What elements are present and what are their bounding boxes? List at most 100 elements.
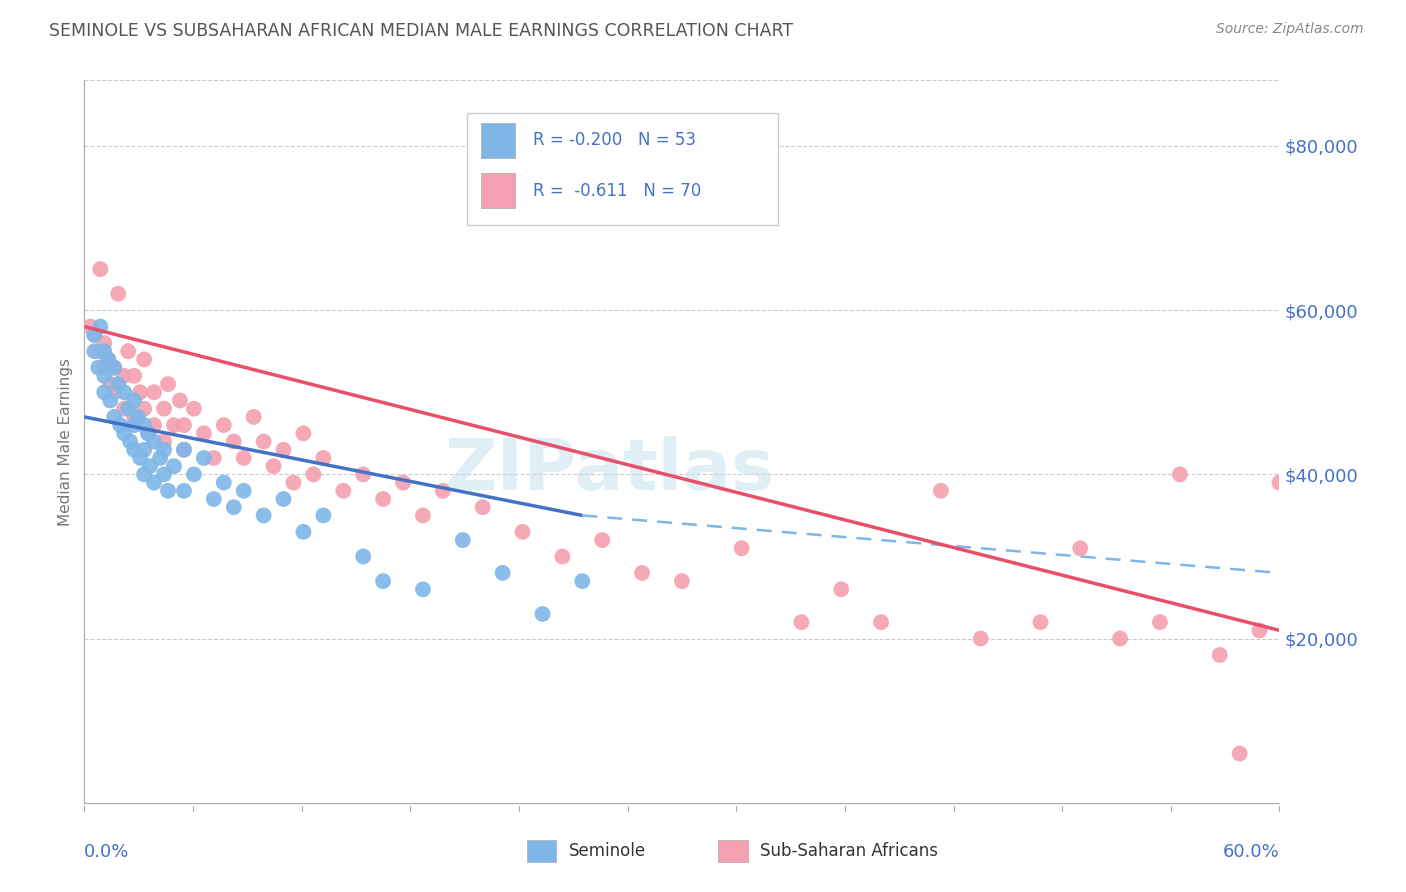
Point [117, 344, 139, 359]
Point [373, 574, 395, 588]
Point [122, 393, 145, 408]
Point [212, 418, 235, 433]
Point [1209, 648, 1232, 662]
Point [79, 319, 101, 334]
Point [512, 524, 534, 539]
Point [120, 434, 142, 449]
Text: Sub-Saharan Africans: Sub-Saharan Africans [759, 842, 938, 860]
Point [551, 549, 574, 564]
Point [571, 574, 593, 588]
Point [173, 418, 195, 433]
Point [132, 467, 156, 482]
Point [432, 483, 454, 498]
Text: Seminole: Seminole [568, 842, 645, 860]
Point [412, 508, 434, 523]
Point [263, 459, 285, 474]
Point [98, 377, 121, 392]
Point [492, 566, 515, 580]
Point [103, 409, 125, 424]
Point [132, 442, 156, 457]
Point [143, 418, 166, 433]
Point [157, 377, 180, 392]
Point [232, 483, 254, 498]
Point [132, 352, 156, 367]
Point [1268, 475, 1291, 490]
Point [163, 459, 186, 474]
Point [1168, 467, 1191, 482]
Point [412, 582, 434, 597]
Point [212, 475, 235, 490]
Point [83, 327, 105, 342]
Point [112, 426, 135, 441]
Point [183, 401, 205, 416]
Point [107, 286, 129, 301]
Point [107, 377, 129, 392]
Point [169, 393, 191, 408]
Point [122, 368, 145, 383]
Text: R =  -0.611   N = 70: R = -0.611 N = 70 [533, 182, 700, 200]
Point [1229, 747, 1251, 761]
Point [631, 566, 654, 580]
Text: SEMINOLE VS SUBSAHARAN AFRICAN MEDIAN MALE EARNINGS CORRELATION CHART: SEMINOLE VS SUBSAHARAN AFRICAN MEDIAN MA… [49, 22, 793, 40]
Point [183, 467, 205, 482]
Point [1069, 541, 1091, 556]
Point [112, 385, 135, 400]
Point [970, 632, 993, 646]
Point [591, 533, 613, 547]
Point [232, 450, 254, 465]
Point [332, 483, 354, 498]
Point [292, 426, 315, 441]
FancyBboxPatch shape [481, 173, 515, 208]
Point [471, 500, 494, 515]
Point [122, 442, 145, 457]
Point [1149, 615, 1171, 630]
Point [93, 360, 115, 375]
Point [98, 393, 121, 408]
Point [87, 344, 110, 359]
Y-axis label: Median Male Earnings: Median Male Earnings [58, 358, 73, 525]
Point [93, 385, 115, 400]
Point [312, 508, 335, 523]
Point [112, 368, 135, 383]
Point [97, 352, 120, 367]
Point [193, 426, 215, 441]
Point [352, 549, 374, 564]
Point [129, 450, 152, 465]
Point [89, 262, 111, 277]
Point [93, 368, 115, 383]
Point [193, 450, 215, 465]
Point [129, 385, 152, 400]
Point [87, 360, 110, 375]
Point [273, 442, 295, 457]
Point [790, 615, 813, 630]
Point [283, 475, 305, 490]
Point [153, 434, 176, 449]
Point [312, 450, 335, 465]
Point [242, 409, 264, 424]
FancyBboxPatch shape [718, 840, 748, 862]
Point [153, 401, 176, 416]
Point [173, 442, 195, 457]
Point [122, 409, 145, 424]
Point [253, 508, 276, 523]
Point [136, 426, 159, 441]
Point [273, 491, 295, 506]
Point [531, 607, 554, 621]
Point [373, 491, 395, 506]
Point [110, 418, 132, 433]
Point [153, 467, 176, 482]
Text: R = -0.200   N = 53: R = -0.200 N = 53 [533, 131, 696, 149]
Point [202, 450, 225, 465]
Point [202, 491, 225, 506]
Point [222, 500, 245, 515]
Point [103, 385, 125, 400]
Point [139, 459, 162, 474]
Point [731, 541, 754, 556]
Point [122, 418, 145, 433]
Point [222, 434, 245, 449]
Point [292, 524, 315, 539]
FancyBboxPatch shape [527, 840, 557, 862]
Point [132, 401, 156, 416]
FancyBboxPatch shape [481, 123, 515, 158]
Point [1029, 615, 1052, 630]
